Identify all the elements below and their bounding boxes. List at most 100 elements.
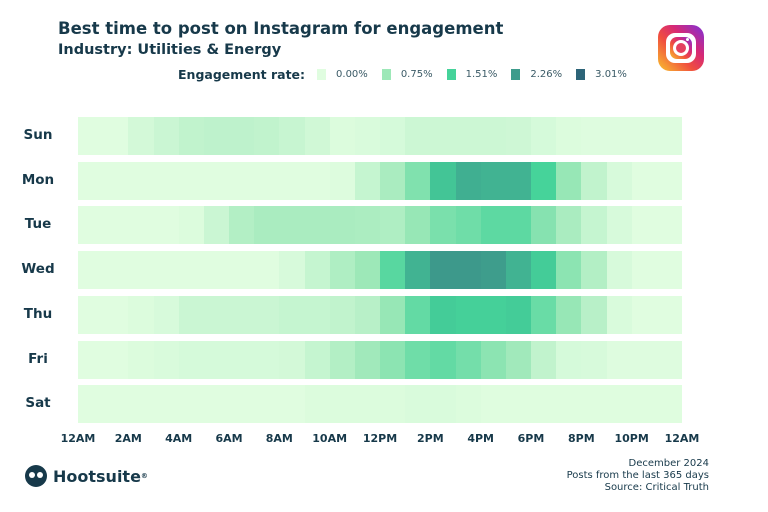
heatmap-cell — [505, 117, 532, 155]
heatmap-cell — [581, 251, 607, 290]
heatmap-cell — [656, 206, 683, 245]
heatmap-cell — [380, 161, 406, 200]
heatmap-cell — [455, 385, 481, 424]
heatmap-cell — [279, 385, 305, 424]
heatmap-cell — [606, 340, 632, 379]
heatmap-cell — [606, 295, 632, 334]
heatmap-cell — [430, 340, 456, 379]
heatmap-cell — [631, 251, 657, 290]
heatmap-cell — [430, 385, 456, 424]
heatmap-cell — [153, 161, 179, 200]
heatmap-cell — [581, 340, 607, 379]
heatmap-cell — [304, 385, 330, 424]
heatmap-cell — [178, 206, 204, 245]
heatmap-cell — [380, 295, 406, 334]
heatmap-cell — [354, 385, 381, 424]
heatmap-cell — [128, 117, 154, 155]
heatmap-cell — [380, 251, 406, 290]
heatmap-cell — [329, 295, 355, 334]
heatmap-cell — [203, 117, 230, 155]
heatmap-cell — [279, 206, 305, 245]
heatmap-cell — [229, 161, 255, 200]
heatmap-cell — [531, 117, 557, 155]
heatmap-cell — [505, 385, 532, 424]
heatmap-cell — [531, 206, 557, 245]
legend-label: 3.01% — [595, 69, 627, 80]
heatmap-cell — [279, 251, 305, 290]
heatmap-cell — [480, 295, 506, 334]
heatmap-cell — [103, 117, 129, 155]
heatmap-cell — [556, 251, 582, 290]
heatmap-cell — [304, 295, 330, 334]
heatmap-cell — [178, 251, 204, 290]
heatmap-cell — [78, 385, 104, 424]
heatmap-cell — [430, 117, 456, 155]
heatmap-cell — [606, 251, 632, 290]
heatmap-row — [78, 295, 683, 334]
heatmap-cell — [531, 251, 557, 290]
row-label: Fri — [28, 350, 48, 367]
heatmap-cell — [229, 295, 255, 334]
x-tick-label: 8PM — [567, 432, 595, 445]
heatmap-cell — [229, 385, 255, 424]
heatmap-cell — [178, 340, 204, 379]
x-tick-label: 4PM — [467, 432, 494, 445]
heatmap-cell — [254, 340, 280, 379]
heatmap-cell — [128, 340, 154, 379]
legend-title: Engagement rate: — [178, 67, 306, 82]
footer-date: December 2024 — [628, 458, 709, 469]
heatmap-cell — [203, 340, 230, 379]
heatmap-cell — [78, 161, 104, 200]
heatmap-cell — [304, 117, 330, 155]
heatmap-cell — [254, 161, 280, 200]
heatmap-cell — [304, 161, 330, 200]
heatmap-cell — [380, 117, 406, 155]
x-tick-label: 8AM — [265, 432, 293, 445]
heatmap-cell — [505, 206, 532, 245]
heatmap-cell — [203, 206, 230, 245]
x-tick-label: 12AM — [664, 432, 700, 445]
footer-source: Source: Critical Truth — [604, 482, 709, 493]
heatmap-cell — [430, 206, 456, 245]
legend-swatch — [381, 69, 391, 80]
legend-swatch — [317, 69, 327, 80]
heatmap-cell — [153, 206, 179, 245]
heatmap-cell — [103, 251, 129, 290]
legend-swatch — [576, 69, 586, 80]
legend-item: 1.51% — [446, 69, 497, 80]
x-tick-label: 10PM — [614, 432, 649, 445]
heatmap-cell — [405, 385, 431, 424]
heatmap-cell — [354, 340, 381, 379]
heatmap-cell — [254, 251, 280, 290]
heatmap-cell — [254, 295, 280, 334]
heatmap-cell — [178, 385, 204, 424]
heatmap-cell — [455, 251, 481, 290]
heatmap-cell — [329, 206, 355, 245]
heatmap-cell — [354, 295, 381, 334]
heatmap-cell — [304, 340, 330, 379]
heatmap-cell — [405, 340, 431, 379]
x-tick-label: 2PM — [416, 432, 444, 445]
heatmap-cell — [254, 385, 280, 424]
x-tick-label: 4AM — [165, 432, 193, 445]
heatmap-cell — [78, 206, 104, 245]
heatmap-cell — [631, 161, 657, 200]
heatmap-cell — [581, 295, 607, 334]
heatmap-cell — [354, 117, 381, 155]
heatmap-cell — [178, 161, 204, 200]
heatmap-cell — [103, 385, 129, 424]
heatmap-cell — [354, 206, 381, 245]
heatmap-cell — [455, 295, 481, 334]
footer-period: Posts from the last 365 days — [566, 470, 709, 481]
heatmap-cell — [128, 385, 154, 424]
heatmap-cell — [631, 340, 657, 379]
legend-item: 3.01% — [576, 69, 627, 80]
heatmap-row — [78, 206, 683, 245]
heatmap-cell — [531, 340, 557, 379]
heatmap-cell — [78, 117, 104, 155]
heatmap-cell — [556, 206, 582, 245]
heatmap-cell — [480, 340, 506, 379]
logo-text: Hootsuite — [53, 466, 141, 486]
heatmap-cell — [329, 161, 355, 200]
hootsuite-logo: Hootsuite ® — [25, 465, 148, 487]
